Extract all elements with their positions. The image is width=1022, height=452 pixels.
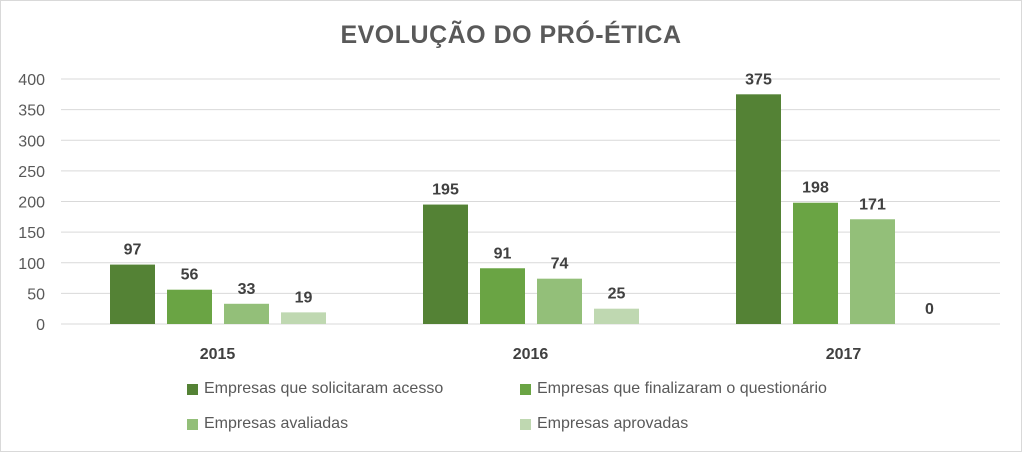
legend-swatch: [187, 418, 198, 430]
data-label: 171: [859, 196, 886, 213]
y-tick-label: 200: [18, 195, 45, 212]
y-tick-label: 400: [18, 72, 45, 89]
y-tick-label: 150: [18, 225, 45, 242]
x-tick-label: 2016: [513, 346, 549, 363]
bar-3: [594, 308, 639, 324]
x-tick-label: 2015: [200, 346, 236, 363]
data-label: 198: [802, 180, 829, 197]
data-label: 195: [432, 182, 459, 199]
y-tick-label: 100: [18, 256, 45, 273]
data-label: 19: [295, 289, 313, 306]
legend-item-1: Empresas que finalizaram o questionário: [520, 380, 827, 398]
bar-0: [736, 94, 781, 324]
bar-1: [167, 289, 212, 324]
bar-2: [224, 303, 269, 324]
legend-item-2: Empresas avaliadas: [187, 415, 348, 433]
legend-label: Empresas que finalizaram o questionário: [537, 380, 827, 397]
legend-swatch: [520, 383, 531, 395]
legend-swatch: [187, 383, 198, 395]
bar-1: [793, 202, 838, 324]
legend-item-0: Empresas que solicitaram acesso: [187, 380, 443, 398]
data-label: 33: [238, 281, 256, 298]
data-label: 74: [551, 256, 569, 273]
data-label: 91: [494, 245, 512, 262]
legend-item-3: Empresas aprovadas: [520, 415, 688, 433]
data-label: 25: [608, 286, 626, 303]
y-tick-label: 0: [36, 317, 45, 334]
x-tick-label: 2017: [826, 346, 862, 363]
y-tick-label: 350: [18, 103, 45, 120]
legend-label: Empresas aprovadas: [537, 415, 689, 432]
bar-0: [423, 204, 468, 324]
bar-2: [537, 278, 582, 324]
legend-label: Empresas avaliadas: [204, 415, 349, 432]
bar-1: [480, 268, 525, 324]
data-label: 56: [181, 267, 199, 284]
data-label: 375: [745, 71, 772, 88]
legend-label: Empresas que solicitaram acesso: [204, 380, 444, 397]
legend-swatch: [520, 418, 531, 430]
bar-0: [110, 264, 155, 324]
data-label: 97: [124, 242, 142, 259]
chart-title: EVOLUÇÃO DO PRÓ-ÉTICA: [340, 21, 682, 49]
y-tick-label: 250: [18, 164, 45, 181]
data-label: 0: [925, 301, 934, 318]
bar-2: [850, 219, 895, 324]
y-tick-label: 300: [18, 133, 45, 150]
bar-3: [281, 312, 326, 324]
y-tick-label: 50: [27, 286, 45, 303]
